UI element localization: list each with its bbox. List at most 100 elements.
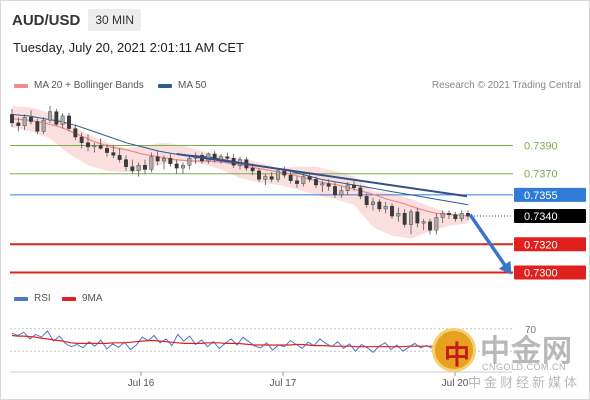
candle — [60, 113, 65, 129]
candle — [421, 218, 426, 231]
x-tick-label: Jul 16 — [128, 378, 155, 389]
9ma-legend-label: 9MA — [82, 293, 103, 304]
9ma-swatch — [62, 296, 76, 301]
candle — [10, 108, 14, 128]
candle — [459, 210, 464, 222]
rsi-swatch — [14, 296, 28, 301]
candle — [174, 159, 179, 174]
candle — [295, 176, 299, 188]
level-label-0.7370: 0.7370 — [524, 169, 558, 181]
forecast-arrow — [468, 213, 510, 271]
forecast-arrowhead — [498, 260, 512, 275]
timeframe-badge[interactable]: 30 MIN — [88, 9, 142, 31]
candle — [92, 142, 97, 153]
candle — [67, 113, 71, 132]
candle — [383, 201, 388, 214]
candle — [48, 106, 52, 123]
candle — [377, 199, 382, 212]
candle — [124, 155, 128, 171]
svg-text:0.7340: 0.7340 — [524, 211, 558, 223]
candle — [54, 108, 59, 126]
candle — [282, 166, 287, 178]
candle — [333, 182, 337, 198]
candle — [136, 162, 141, 177]
ma50-legend-label: MA 50 — [178, 80, 207, 91]
candle — [390, 203, 394, 219]
legend-9ma: 9MA — [62, 293, 103, 304]
rsi-tick-70: 70 — [525, 325, 537, 336]
ma20-swatch — [14, 83, 28, 88]
symbol-title: AUD/USD — [12, 11, 81, 29]
level-label-0.7390: 0.7390 — [524, 141, 558, 153]
candle — [181, 162, 185, 174]
candle — [162, 155, 166, 170]
svg-text:0.7390: 0.7390 — [524, 141, 558, 153]
candle — [187, 155, 192, 170]
level-label-0.7340: 0.7340 — [514, 209, 586, 224]
rsi-legend-label: RSI — [34, 293, 51, 304]
candle — [149, 152, 154, 173]
svg-text:0.7355: 0.7355 — [524, 190, 558, 202]
candle — [447, 210, 451, 219]
candle — [143, 159, 147, 174]
candle — [288, 170, 293, 184]
cngold-watermark: 中 中金网 CNGOLD.COM.CN 中金财经新媒体 — [432, 328, 581, 391]
candle — [86, 134, 90, 152]
chart-datetime: Tuesday, July 20, 2021 2:01:11 AM CET — [13, 40, 244, 55]
candle — [396, 207, 401, 222]
trendline — [176, 152, 468, 198]
candle — [22, 114, 27, 130]
candle — [257, 168, 261, 183]
candle — [111, 145, 116, 159]
candle — [269, 172, 274, 183]
svg-text:0.7300: 0.7300 — [524, 267, 558, 279]
watermark-subtitle: 中金财经新媒体 — [468, 376, 581, 391]
candle — [352, 180, 356, 191]
candle — [314, 176, 318, 188]
rsi-9ma-line — [11, 334, 468, 348]
chart-header: AUD/USD 30 MIN — [12, 8, 142, 32]
rsi-line — [11, 330, 469, 353]
candle — [35, 118, 40, 135]
ma50-swatch — [158, 83, 172, 88]
research-credit: Research © 2021 Trading Central — [431, 80, 581, 91]
candle — [415, 207, 420, 228]
candle — [263, 173, 268, 186]
candle — [320, 180, 325, 193]
bollinger-band — [12, 106, 468, 239]
candle — [466, 210, 470, 221]
candle — [402, 208, 407, 228]
candle — [276, 168, 280, 183]
level-label-0.7300: 0.7300 — [514, 265, 586, 280]
candle — [79, 132, 84, 149]
candle — [326, 179, 331, 191]
candle — [428, 218, 432, 235]
level-label-0.7320: 0.7320 — [514, 237, 586, 252]
level-label-0.7355: 0.7355 — [514, 187, 586, 202]
candle — [155, 151, 160, 166]
svg-text:0.7370: 0.7370 — [524, 169, 558, 181]
candle — [453, 211, 458, 222]
candle — [98, 138, 103, 150]
candle — [301, 173, 306, 187]
candle — [130, 159, 135, 174]
candle — [371, 197, 375, 211]
candle — [117, 148, 122, 163]
candle — [73, 124, 78, 140]
cngold-logo: 中 — [432, 328, 476, 372]
candle — [339, 186, 344, 198]
candle — [364, 193, 369, 208]
x-tick-label: Jul 17 — [270, 378, 297, 389]
svg-text:0.7320: 0.7320 — [524, 239, 558, 251]
candle — [409, 208, 413, 235]
watermark-url: CNGOLD.COM.CN — [482, 362, 567, 372]
candle — [16, 117, 21, 132]
candle — [105, 144, 109, 157]
candle — [29, 110, 33, 125]
candle — [345, 182, 350, 195]
candle — [41, 117, 46, 135]
candle — [168, 153, 173, 167]
watermark-cn-text: 中金网 — [480, 334, 573, 369]
x-tick-label: Jul 20 — [442, 378, 469, 389]
candle — [225, 152, 230, 162]
